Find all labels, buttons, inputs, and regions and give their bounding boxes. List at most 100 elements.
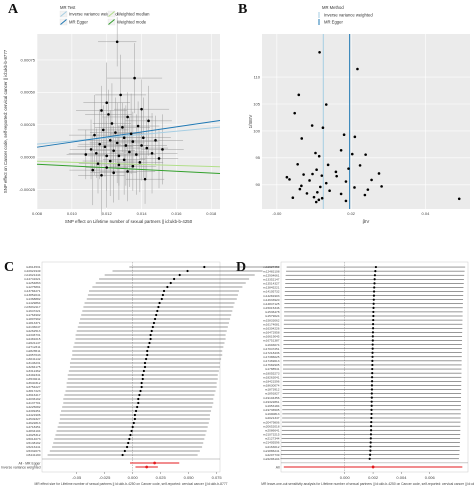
panel-c-x-axis-label: MR effect size for Lifetime number of se… <box>34 482 227 486</box>
panel-b-y-axis-label: 1/SEIV <box>248 115 253 129</box>
panel-b-snp-point <box>380 185 383 188</box>
panel-c-snp-estimate <box>147 345 150 349</box>
panel-b-snp-point <box>342 133 346 136</box>
panel-a-x-tick-label: 0.018 <box>206 211 217 216</box>
panel-d-snp-estimate <box>372 306 375 309</box>
panel-b-snp-point <box>326 163 330 167</box>
panel-c-snp-label: rs3041142 <box>26 357 41 361</box>
panel-d-snp-estimate <box>371 327 375 330</box>
panel-c-snp-estimate <box>166 285 169 289</box>
panel-b-x-tick-label: 0.04 <box>422 211 431 216</box>
panel-d-snp-label: rs19736505 <box>263 408 280 412</box>
panel-b-snp-point <box>320 196 324 200</box>
panel-c-snp-estimate <box>123 449 126 453</box>
panel-d-x-axis-label: MR leave-one-out sensitivity analysis fo… <box>261 482 474 486</box>
panel-b-snp-point <box>300 184 303 188</box>
panel-c-snp-estimate <box>155 313 158 317</box>
panel-b-y-tick-label: 110 <box>254 74 261 79</box>
panel-d-x-tick-label: 0.006 <box>425 475 436 480</box>
panel-d-snp-estimate <box>373 278 376 281</box>
panel-a-snp-point <box>138 161 142 164</box>
panel-b-snp-point <box>311 172 314 176</box>
panel-a-snp-point <box>117 154 121 158</box>
panel-a-snp-point <box>121 126 124 129</box>
panel-a-legend-label: Weighted median <box>117 11 150 16</box>
panel-a-legend-key-line <box>108 11 115 17</box>
panel-c-snp-estimate <box>150 329 153 333</box>
panel-c-snp-label: rs3530211 <box>26 377 41 381</box>
panel-d-snp-estimate <box>370 392 373 395</box>
panel-b-snp-point <box>353 186 356 189</box>
panel-d-snp-estimate <box>372 314 375 318</box>
panel-c-snp-label: rs1368882 <box>26 297 41 301</box>
panel-c-snp-estimate <box>173 277 176 281</box>
panel-c-snp-label: rs4614531 <box>26 265 41 269</box>
panel-a-legend-title: MR Test <box>60 5 76 10</box>
panel-b-x-tick-label: 0.02 <box>347 211 356 216</box>
panel-a-snp-point <box>142 136 145 140</box>
panel-d-snp-estimate <box>374 265 378 269</box>
panel-a-x-axis-label: SNP effect on Lifetime number of sexual … <box>65 219 193 224</box>
panel-b-snp-point <box>318 51 321 54</box>
panel-a-mr-line <box>36 160 221 168</box>
panel-d-snp-label: rs2086641 <box>265 428 280 432</box>
panel-d-snp-estimate <box>369 437 372 440</box>
panel-d-snp-label: rs1693074 <box>265 343 280 347</box>
panel-d-snp-estimate <box>370 388 374 391</box>
panel-a-legend-label: Weighted mode <box>117 19 147 24</box>
panel-d-snp-label: rs13845221 <box>263 286 280 290</box>
panel-d-snp-estimate <box>370 412 373 416</box>
panel-c-snp-estimate <box>145 357 148 361</box>
panel-c-snp-label: rs1275891 <box>26 285 41 289</box>
panel-d-snp-label: rs14105732 <box>263 290 280 294</box>
panel-c-snp-estimate <box>161 293 165 297</box>
panel-a-snp-point <box>161 148 164 151</box>
panel-b-x-axis-label: βIV <box>363 219 370 224</box>
panel-a-mr-line <box>36 120 221 148</box>
panel-a-y-axis-label: SNP effect on Cancer code, self-reported… <box>3 49 8 193</box>
panel-d-snp-label: rs21073215 <box>263 433 280 437</box>
panel-a-y-tick-label: 0.00025 <box>21 122 36 127</box>
panel-a-x-tick-label: 0.010 <box>67 211 78 216</box>
panel-b-snp-point <box>347 167 350 170</box>
panel-a-snp-point <box>101 128 105 132</box>
panel-a-snp-point <box>124 144 128 147</box>
panel-c-snp-label: rs4137701 <box>26 401 41 405</box>
panel-c-snp-estimate <box>137 397 140 401</box>
panel-c-snp-estimate <box>146 349 149 353</box>
panel-c-snp-label: rs1429864 <box>26 301 41 305</box>
panel-c-snp-label: rs11621444 <box>24 273 40 277</box>
panel-d-snp-label: rs15015346 <box>263 306 280 310</box>
panel-c-snp-estimate <box>146 353 149 357</box>
panel-a-snp-point <box>131 140 135 143</box>
panel-b-snp-point <box>285 175 289 179</box>
panel-a-snp-point <box>107 113 110 116</box>
panel-b-y-tick-label: 90 <box>256 182 261 187</box>
panel-d-snp-label: rs12904661 <box>263 273 280 277</box>
panel-c-snp-estimate <box>129 433 132 437</box>
panel-b-y-tick-label: 100 <box>253 128 260 133</box>
panel-a-y-tick-label: 0.00000 <box>21 155 36 160</box>
panel-b-snp-point <box>334 170 338 174</box>
panel-c-summary-estimate <box>153 461 157 465</box>
panel-c-snp-estimate <box>148 341 151 345</box>
panel-d-snp-estimate <box>370 408 373 411</box>
panel-d-snp-label: rs18421596 <box>263 379 280 383</box>
panel-c-snp-label: rs5014073 <box>26 437 41 441</box>
panel-a-snp-point <box>133 76 136 80</box>
panel-d-snp-estimate <box>369 449 372 452</box>
panel-d-snp-label: rs15833062 <box>263 318 280 322</box>
panel-c-x-tick-label: 0.050 <box>184 475 195 480</box>
panel-d-snp-estimate <box>370 420 373 424</box>
panel-b-legend-title: MR Method <box>322 5 344 10</box>
panel-c-snp-estimate <box>125 445 129 449</box>
panel-a-snp-point <box>98 142 102 146</box>
panel-b-snp-point <box>377 172 381 175</box>
panel-c-snp-label: rs3492341 <box>26 373 41 377</box>
panel-d-snp-estimate <box>370 396 373 399</box>
panel-c-snp-estimate <box>178 273 181 277</box>
panel-d-snp-label: rs14633920 <box>263 298 280 302</box>
panel-a-snp-point <box>115 141 119 145</box>
panel-b-snp-point <box>321 126 325 129</box>
panel-a-snp-point <box>100 173 103 177</box>
